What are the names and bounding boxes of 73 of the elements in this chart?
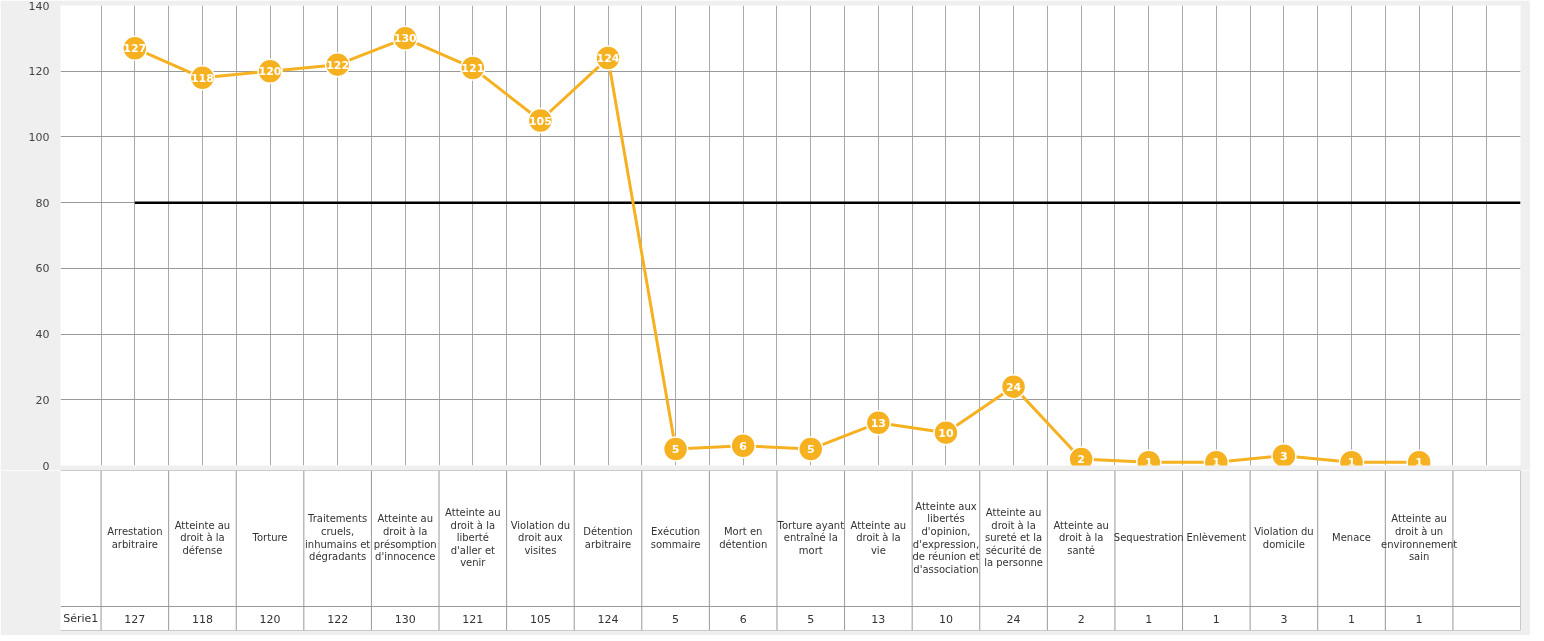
- data-label: 6: [739, 612, 747, 626]
- data-label: 105: [529, 612, 551, 626]
- data-label: 118: [191, 612, 213, 626]
- point: [662, 436, 689, 462]
- text: 24: [1005, 380, 1022, 394]
- data-label: 24: [1006, 612, 1021, 626]
- data-label: 5: [672, 612, 680, 626]
- data-label: 1: [1415, 612, 1423, 626]
- text: 10: [938, 426, 954, 440]
- data-label: 120: [259, 612, 281, 626]
- x-tick-label: Torture ayant entraîné la mort: [776, 519, 845, 556]
- text: 1: [1144, 456, 1153, 470]
- text: 13: [870, 416, 887, 430]
- x-tick-label: Menace: [1332, 532, 1371, 544]
- text: 127: [123, 42, 147, 56]
- x-tick-label: Violation du droit aux visites: [510, 519, 571, 556]
- x-tick-label: Détention arbitraire: [583, 525, 633, 550]
- data-label: 13: [871, 612, 886, 626]
- point: [1271, 442, 1297, 466]
- y-tick-label: 100: [28, 130, 50, 144]
- x-tick-label: Atteinte au droit à la défense: [174, 519, 231, 556]
- text: 3: [1280, 449, 1288, 463]
- text: 130: [393, 32, 417, 46]
- data-label: 1: [1212, 612, 1220, 626]
- y-tick-label: 140: [28, 0, 50, 13]
- x-tick-label: Violation du domicile: [1254, 525, 1314, 550]
- text: 2: [1077, 452, 1085, 466]
- x-tick-label: Atteinte au droit à la vie: [850, 519, 907, 556]
- data-label: 1: [1348, 612, 1356, 626]
- x-tick-label: Exécution sommaire: [650, 525, 701, 550]
- text: 5: [806, 443, 815, 457]
- x-tick-label: Atteinte aux libertés d'opinion, d'expression, de réunion et d'association: [912, 500, 980, 575]
- x-tick-label: Arrestation arbitraire: [107, 525, 163, 550]
- y-tick-label: 40: [35, 328, 50, 342]
- y-tick-label: 80: [35, 196, 50, 210]
- text: 1: [1347, 456, 1356, 470]
- text: 1: [1415, 456, 1423, 470]
- x-tick-label: Atteinte au droit à la sureté et la sécurité de la personne: [984, 506, 1043, 569]
- x-tick-label: Sequestration: [1113, 532, 1184, 544]
- x-tick-label: Torture: [251, 532, 288, 544]
- point: [730, 433, 756, 459]
- x-tick-label: Atteinte au droit à la liberté d'aller et venir: [445, 506, 501, 569]
- text: 5: [671, 443, 680, 457]
- text: 1: [1212, 456, 1221, 470]
- text: 122: [326, 58, 350, 72]
- x-tick-label: Traitements cruels, inhumains et dégradants: [305, 513, 371, 563]
- text: 120: [258, 65, 282, 79]
- x-tick-label: Enlèvement: [1186, 532, 1247, 544]
- text: 121: [461, 61, 485, 75]
- y-tick-label: 60: [35, 262, 50, 276]
- text: 6: [739, 439, 748, 453]
- data-label: 122: [327, 612, 349, 626]
- x-tick-label: Atteinte au droit à la santé: [1053, 519, 1109, 556]
- y-tick-label: 20: [35, 393, 50, 407]
- data-label: 3: [1280, 612, 1288, 626]
- data-label: 121: [462, 612, 484, 626]
- data-label: 130: [394, 612, 416, 626]
- text: 105: [528, 114, 552, 128]
- x-tick-label: Atteinte au droit à la présomption d'innocence: [373, 513, 437, 563]
- y-tick-label: 0: [42, 459, 50, 473]
- y-tick-label: 120: [28, 65, 50, 79]
- x-tick-label: Mort en détention: [719, 525, 768, 550]
- data-label: 1: [1145, 612, 1153, 626]
- data-label: 10: [938, 612, 953, 626]
- text: 124: [596, 52, 620, 66]
- data-label: 2: [1077, 612, 1085, 626]
- data-label: 5: [807, 612, 815, 626]
- text: 118: [190, 71, 214, 85]
- data-label: 124: [597, 612, 619, 626]
- x-tick-label: Atteinte au droit à un environnement sain: [1381, 513, 1458, 563]
- point: [798, 436, 824, 462]
- text: Série1: [63, 612, 99, 625]
- data-label: 127: [124, 612, 146, 626]
